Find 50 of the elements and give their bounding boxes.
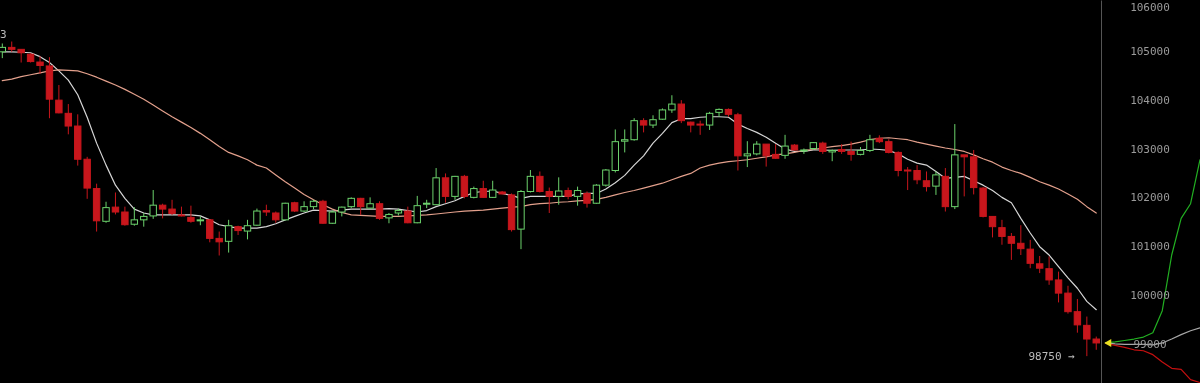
candlestick <box>102 201 110 224</box>
candlestick <box>111 191 120 215</box>
candlestick <box>1073 298 1082 334</box>
candlestick <box>932 170 940 196</box>
candlestick <box>762 143 770 168</box>
candlestick <box>668 94 676 114</box>
candlestick <box>960 154 968 197</box>
candlestick <box>922 170 931 192</box>
candlestick <box>366 196 374 210</box>
candlestick <box>64 103 73 135</box>
candlestick <box>781 134 789 160</box>
y-tick-label: 106000 <box>1130 0 1170 14</box>
candlestick <box>743 140 752 168</box>
annotation: 3 <box>0 28 7 41</box>
candlestick <box>168 199 176 216</box>
candlestick <box>1064 285 1072 315</box>
candlestick <box>555 176 563 206</box>
candlestick <box>300 200 308 213</box>
candlestick <box>130 206 139 227</box>
candlestick <box>573 186 582 207</box>
candlestick <box>413 195 421 224</box>
candlestick <box>677 99 686 124</box>
y-tick-label: 105000 <box>1130 44 1170 58</box>
candlestick <box>36 55 44 75</box>
candlestick <box>55 84 63 114</box>
candlestick <box>187 205 195 224</box>
candlestick <box>460 174 469 199</box>
candlestick <box>375 200 384 221</box>
candlestick <box>903 166 912 191</box>
annotation: 98750 → <box>1028 350 1076 364</box>
candlestick <box>998 219 1006 246</box>
candlestick <box>1054 271 1063 303</box>
candlestick <box>243 219 252 240</box>
candlestick <box>592 183 601 205</box>
candlestick <box>319 199 327 225</box>
candlestick <box>988 215 997 238</box>
y-tick-label: 104000 <box>1130 93 1170 107</box>
y-tick-label: 103000 <box>1130 142 1170 156</box>
candlestick <box>441 172 450 204</box>
y-tick-label: 102000 <box>1130 191 1170 205</box>
candlestick <box>1007 232 1016 261</box>
y-tick-label: 101000 <box>1130 240 1170 254</box>
candlestick <box>913 164 921 185</box>
candlestick <box>649 114 657 129</box>
candlestick <box>224 219 233 254</box>
candlestick <box>705 111 714 131</box>
candlestick <box>121 206 129 227</box>
candlestick <box>715 107 723 118</box>
candlestick <box>847 141 855 162</box>
candlestick <box>385 212 393 224</box>
